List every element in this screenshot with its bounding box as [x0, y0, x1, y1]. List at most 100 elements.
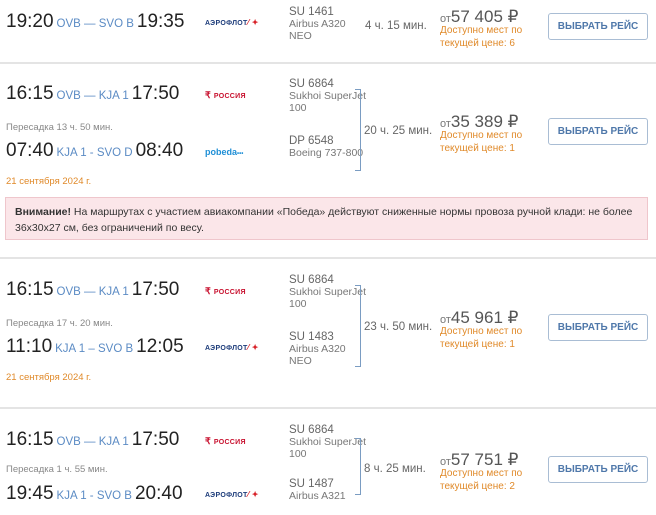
flight-info: SU 6864 Sukhoi SuperJet 100 [289, 424, 366, 460]
rossiya-mark-icon: ₹ [205, 90, 214, 100]
arrival-time: 17:50 [131, 83, 180, 104]
seats-line: текущей цене: 6 [440, 37, 522, 50]
seats-label: Доступно мест по [440, 130, 523, 141]
airline-logo-text: АЭРОФЛОТ [205, 345, 248, 352]
total-duration: 4 ч. 15 мин. [365, 20, 427, 32]
departure-time: 16:15 [6, 83, 54, 104]
aircraft-type: NEO [289, 30, 312, 42]
departure-time: 11:10 [6, 336, 53, 357]
seats-label: Доступно мест по [440, 326, 523, 337]
price-prefix: от [440, 13, 451, 25]
flight-info: SU 1487 Airbus A321 [289, 478, 346, 502]
alert-text: На маршрутах с участием авиакомпании «По… [15, 206, 633, 234]
aircraft-type: 100 [289, 102, 307, 114]
flight-code: SU 6864 [289, 78, 334, 90]
seats-label-2: текущей цене: [440, 143, 507, 154]
airline-logo-rossiya: ₹ РОССИЯ [205, 436, 246, 447]
seats-available: Доступно мест по текущей цене: 1 [440, 325, 522, 351]
transfer-duration: Пересадка 17 ч. 20 мин. [6, 318, 113, 329]
price-value: 57 751 ₽ [451, 450, 519, 469]
segment-times: 11:10 KJA 1 – SVO B 12:05 [6, 336, 184, 358]
select-flight-button[interactable]: ВЫБРАТЬ РЕЙС [548, 13, 648, 40]
card-divider [0, 62, 656, 64]
transfer-duration: Пересадка 13 ч. 50 мин. [6, 122, 113, 133]
price-prefix: от [440, 314, 451, 326]
seats-line: текущей цене: 2 [440, 480, 522, 493]
airline-logo-aeroflot: АЭРОФЛОТ⁄ ✦ [205, 18, 259, 27]
price-amount: 57 405 [450, 7, 503, 26]
price-value: 45 961 ₽ [451, 308, 519, 327]
segment-times: 07:40 KJA 1 - SVO D 08:40 [6, 140, 183, 162]
seats-available: Доступно мест по текущей цене: 1 [440, 129, 522, 155]
arrival-date: 21 сентября 2024 г. [6, 176, 92, 187]
aircraft-type: Boeing 737-800 [289, 147, 364, 159]
total-duration: 8 ч. 25 мин. [364, 463, 426, 475]
select-flight-button[interactable]: ВЫБРАТЬ РЕЙС [548, 118, 648, 145]
arrival-time: 08:40 [135, 140, 184, 161]
airline-logo-aeroflot: АЭРОФЛОТ⁄ ✦ [205, 490, 259, 499]
arrival-time: 17:50 [131, 429, 180, 450]
seats-label: Доступно мест по [440, 468, 523, 479]
aircraft-type: 100 [289, 448, 307, 460]
flight-code: SU 1483 [289, 331, 334, 343]
arrival-time: 20:40 [134, 483, 183, 504]
seats-label-2: текущей цене: [440, 481, 507, 492]
segment-times: 16:15 OVB — KJA 1 17:50 [6, 83, 179, 105]
seats-label: Доступно мест по [440, 25, 523, 36]
airline-logo-text: РОССИЯ [213, 289, 246, 296]
flight-info: SU 1461 Airbus A320 NEO [289, 6, 346, 42]
currency-icon: ₽ [507, 112, 519, 131]
flight-code: SU 6864 [289, 424, 334, 436]
flight-code: SU 6864 [289, 274, 334, 286]
segment-times: 16:15 OVB — KJA 1 17:50 [6, 279, 179, 301]
arrival-time: 12:05 [136, 336, 184, 357]
aeroflot-wing-icon: ⁄ ✦ [247, 343, 259, 352]
card-divider [0, 407, 656, 409]
aircraft-type: NEO [289, 355, 312, 367]
flight-info: SU 1483 Airbus A320 NEO [289, 331, 346, 367]
aircraft-type: Sukhoi SuperJet [289, 436, 367, 448]
flight-card: 19:20 OVB — SVO B 19:35 АЭРОФЛОТ⁄ ✦ SU 1461 A… [0, 0, 656, 49]
select-flight-button[interactable]: ВЫБРАТЬ РЕЙС [548, 456, 648, 483]
price-amount: 35 389 [450, 112, 503, 131]
segments-bracket [355, 438, 361, 495]
route: OVB — KJA 1 [56, 90, 129, 102]
currency-icon: ₽ [507, 450, 519, 469]
price-value: 57 405 ₽ [451, 7, 519, 26]
route: OVB — KJA 1 [56, 286, 129, 298]
aircraft-type: Airbus A320 [289, 18, 346, 30]
aircraft-type: Airbus A320 [289, 343, 346, 355]
flight-card: 16:15 OVB — KJA 1 17:50 ₹ РОССИЯ SU 6864 Sukh… [0, 62, 656, 187]
seats-count: 1 [509, 143, 515, 154]
flight-info: SU 6864 Sukhoi SuperJet 100 [289, 78, 366, 114]
segments-bracket [355, 89, 361, 171]
baggage-warning-alert: Внимание! На маршрутах с участием авиако… [5, 197, 648, 240]
airline-logo-rossiya: ₹ РОССИЯ [205, 286, 246, 297]
aeroflot-wing-icon: ⁄ ✦ [247, 490, 259, 499]
aeroflot-wing-icon: ⁄ ✦ [247, 18, 259, 27]
route: KJA 1 – SVO B [55, 343, 134, 355]
aircraft-type: Airbus A321 [289, 490, 346, 502]
price-amount: 45 961 [450, 308, 503, 327]
flight-card: 16:15 OVB — KJA 1 17:50 ₹ РОССИЯ SU 6864 Sukh… [0, 408, 656, 504]
seats-available: Доступно мест по текущей цене: 6 [440, 24, 522, 50]
airline-logo-text: pobeda [205, 147, 238, 157]
select-flight-button[interactable]: ВЫБРАТЬ РЕЙС [548, 314, 648, 341]
price: от57 751 ₽ [440, 450, 518, 470]
arrival-time: 19:35 [136, 11, 185, 32]
price-amount: 57 751 [450, 450, 503, 469]
price: от57 405 ₽ [440, 7, 518, 27]
arrival-date: 21 сентября 2024 г. [6, 372, 92, 383]
flight-code: DP 6548 [289, 135, 334, 147]
flight-info: SU 6864 Sukhoi SuperJet 100 [289, 274, 366, 310]
departure-time: 19:20 [6, 11, 54, 32]
flight-info: DP 6548 Boeing 737-800 [289, 135, 363, 159]
segment-times: 19:20 OVB — SVO B 19:35 [6, 11, 184, 33]
aircraft-type: Sukhoi SuperJet [289, 90, 367, 102]
departure-time: 16:15 [6, 279, 54, 300]
route: KJA 1 - SVO B [56, 490, 132, 502]
seats-line: текущей цене: 1 [440, 142, 522, 155]
departure-time: 16:15 [6, 429, 54, 450]
segment-times: 16:15 OVB — KJA 1 17:50 [6, 429, 179, 451]
segment-times: 19:45 KJA 1 - SVO B 20:40 [6, 483, 183, 505]
